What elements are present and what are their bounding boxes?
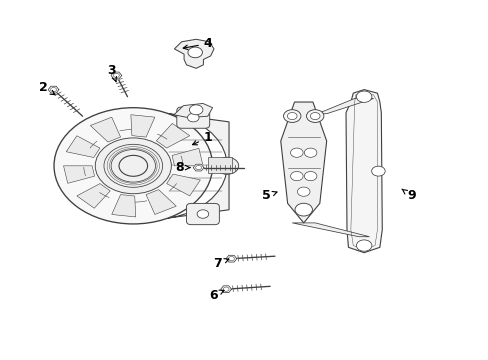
Circle shape (197, 210, 208, 218)
Text: 4: 4 (183, 37, 212, 50)
Circle shape (111, 149, 155, 182)
Text: 1: 1 (192, 131, 212, 145)
Polygon shape (174, 103, 212, 118)
Polygon shape (66, 136, 100, 157)
Text: 3: 3 (107, 64, 116, 82)
Circle shape (356, 91, 371, 102)
Circle shape (119, 156, 147, 176)
Polygon shape (166, 174, 200, 196)
Text: 8: 8 (175, 161, 189, 174)
Circle shape (290, 171, 303, 181)
Text: 7: 7 (213, 257, 228, 270)
Polygon shape (280, 102, 326, 223)
Polygon shape (221, 286, 231, 293)
Circle shape (104, 144, 163, 187)
FancyBboxPatch shape (186, 203, 219, 225)
Circle shape (95, 138, 171, 194)
Circle shape (306, 110, 323, 122)
Circle shape (297, 187, 309, 196)
Polygon shape (77, 184, 110, 208)
Circle shape (294, 203, 312, 216)
Polygon shape (63, 166, 94, 183)
Polygon shape (167, 113, 228, 218)
Circle shape (187, 47, 202, 58)
FancyBboxPatch shape (207, 157, 231, 173)
Polygon shape (193, 164, 203, 171)
Polygon shape (48, 86, 59, 93)
Circle shape (290, 148, 303, 157)
Circle shape (304, 148, 316, 157)
Polygon shape (292, 223, 369, 237)
Polygon shape (174, 39, 214, 68)
Polygon shape (111, 72, 122, 79)
Polygon shape (156, 123, 189, 148)
Polygon shape (346, 90, 382, 253)
Polygon shape (112, 194, 136, 217)
Polygon shape (317, 99, 373, 114)
Polygon shape (146, 190, 176, 215)
Circle shape (304, 171, 316, 181)
Circle shape (187, 113, 199, 122)
FancyBboxPatch shape (177, 107, 209, 128)
Text: 9: 9 (401, 189, 415, 202)
Circle shape (371, 166, 385, 176)
Polygon shape (172, 148, 203, 166)
Polygon shape (90, 117, 121, 142)
Circle shape (189, 105, 203, 115)
Text: 5: 5 (262, 189, 276, 202)
Polygon shape (225, 255, 236, 262)
Circle shape (215, 157, 238, 174)
Circle shape (356, 240, 371, 251)
Circle shape (54, 108, 212, 224)
Circle shape (287, 113, 297, 120)
Text: 6: 6 (208, 289, 224, 302)
Circle shape (310, 113, 319, 120)
Circle shape (283, 110, 300, 122)
Polygon shape (131, 115, 155, 137)
Text: 2: 2 (40, 81, 55, 95)
